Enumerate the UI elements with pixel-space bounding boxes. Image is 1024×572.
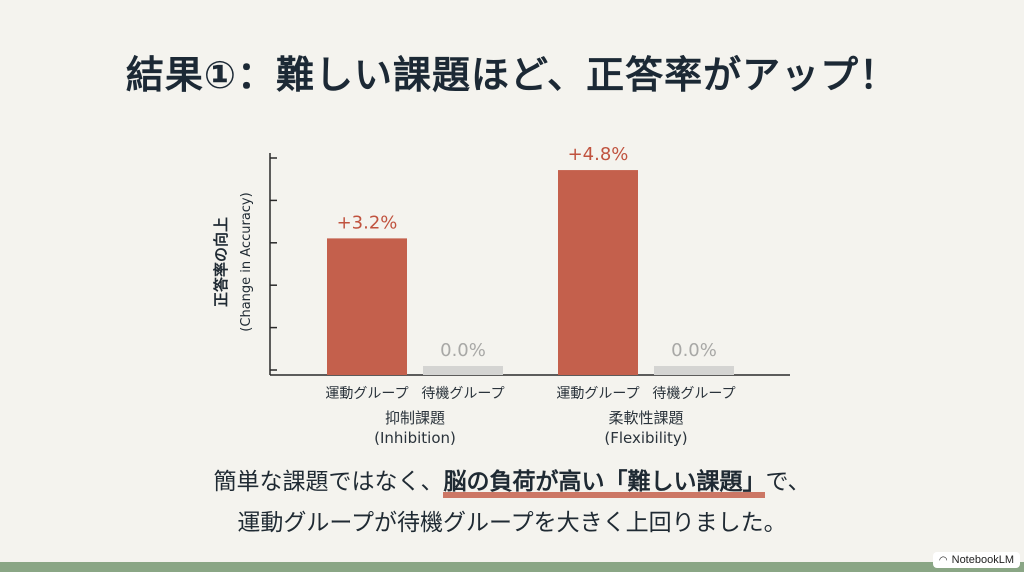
slide-title: 結果①：難しい課題ほど、正答率がアップ！ [125,53,899,97]
group-label: 抑制課題 [385,409,445,427]
bar [654,366,734,375]
badge-label: NotebookLM [951,554,1014,566]
bar [558,170,638,375]
y-axis-label: 正答率の向上 [212,217,230,307]
group-sublabel: (Inhibition) [374,429,456,447]
bar [423,366,503,375]
x-tick-label: 運動グループ [556,386,639,402]
notebooklm-badge[interactable]: ◠ NotebookLM [932,552,1020,568]
caption-suffix: で、 [765,469,811,495]
caption-emphasis: 脳の負荷が高い「難しい課題」 [443,469,766,495]
data-label: 0.0% [440,340,486,361]
data-label: 0.0% [671,340,717,361]
caption-line-2: 運動グループが待機グループを大きく上回りました。 [237,510,787,536]
caption-prefix: 簡単な課題ではなく、 [213,469,444,495]
x-tick-label: 運動グループ [325,386,408,402]
caption-line-1: 簡単な課題ではなく、脳の負荷が高い「難しい課題」で、 [0,462,1024,496]
y-axis-label-en: (Change in Accuracy) [239,192,254,331]
data-label: +3.2% [337,212,398,233]
x-tick-label: 待機グループ [421,386,504,402]
x-tick-label: 待機グループ [652,386,735,402]
bottom-band [0,562,1024,572]
group-sublabel: (Flexibility) [604,429,687,447]
notebooklm-logo-icon: ◠ [938,554,948,566]
accuracy-bar-chart: 正答率の向上 (Change in Accuracy) +3.2% 運動グループ 0.0… [212,144,790,447]
bar [327,238,407,375]
data-label: +4.8% [568,144,629,165]
group-label: 柔軟性課題 [608,409,683,427]
